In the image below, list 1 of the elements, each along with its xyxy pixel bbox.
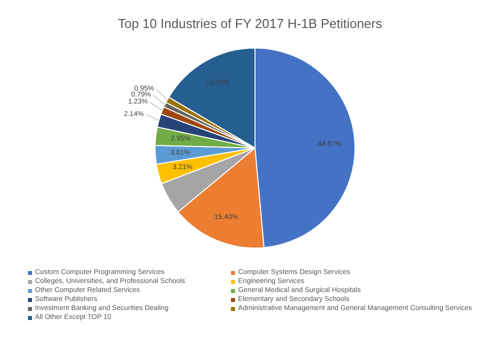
chart-title: Top 10 Industries of FY 2017 H-1B Petitioners: [116, 15, 384, 31]
